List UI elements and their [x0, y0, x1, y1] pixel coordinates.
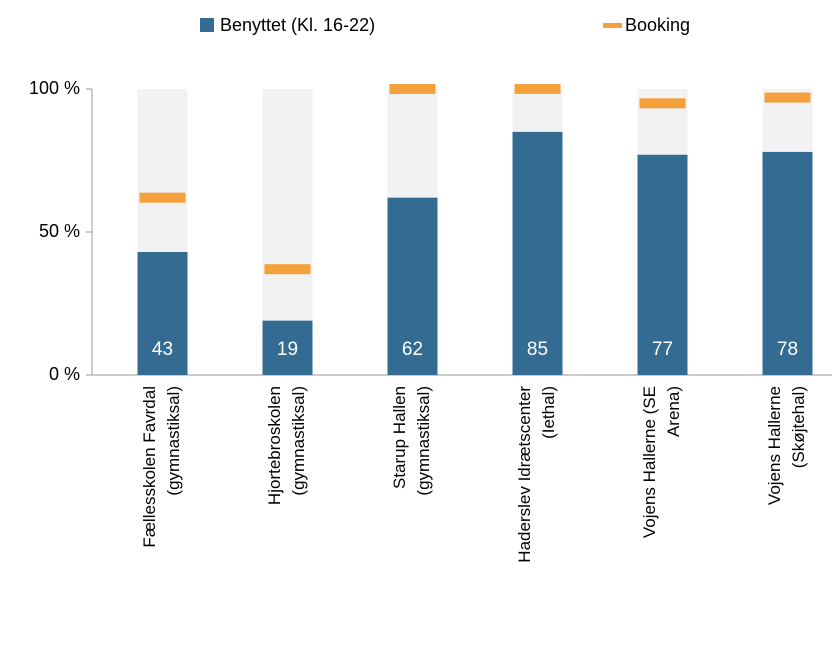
data-label: 43 — [152, 339, 173, 360]
bar — [762, 151, 813, 375]
bar — [637, 154, 688, 375]
x-tick-label: Fællesskolen Favrdal — [140, 386, 159, 548]
booking-marker — [389, 84, 436, 94]
bar — [512, 131, 563, 375]
x-tick-label: Vojens Hallerne — [765, 386, 784, 505]
y-tick-label: 100 % — [29, 78, 80, 98]
data-label: 19 — [277, 339, 298, 360]
legend-label: Benyttet (Kl. 16-22) — [220, 15, 375, 35]
x-tick-label: (gymnastiksal) — [164, 386, 183, 496]
x-tick-label: Hjortebroskolen — [265, 386, 284, 505]
bar — [387, 197, 438, 375]
legend-swatch — [603, 23, 622, 28]
data-label: 85 — [527, 339, 548, 360]
x-tick-label: (Skøjtehal) — [789, 386, 808, 468]
booking-marker — [764, 92, 811, 103]
x-tick-label: Haderslev Idrætscenter — [515, 386, 534, 563]
data-label: 77 — [652, 339, 673, 360]
bar — [137, 252, 188, 375]
y-tick-label: 0 % — [49, 364, 80, 384]
x-tick-label: Vojens Hallerne (SE — [640, 386, 659, 538]
x-tick-label: Arena) — [664, 386, 683, 437]
booking-marker — [514, 84, 561, 94]
x-tick-label: Starup Hallen — [390, 386, 409, 489]
x-tick-label: (gymnastiksal) — [414, 386, 433, 496]
booking-marker — [139, 192, 186, 203]
booking-marker — [264, 264, 311, 275]
booking-marker — [639, 98, 686, 109]
x-tick-label: (Iethal) — [539, 386, 558, 439]
bar — [262, 320, 313, 375]
data-label: 62 — [402, 339, 423, 360]
x-tick-label: (gymnastiksal) — [289, 386, 308, 496]
y-tick-label: 50 % — [39, 221, 80, 241]
legend-label: Booking — [625, 15, 690, 35]
data-label: 78 — [777, 339, 798, 360]
legend-swatch — [200, 18, 214, 32]
